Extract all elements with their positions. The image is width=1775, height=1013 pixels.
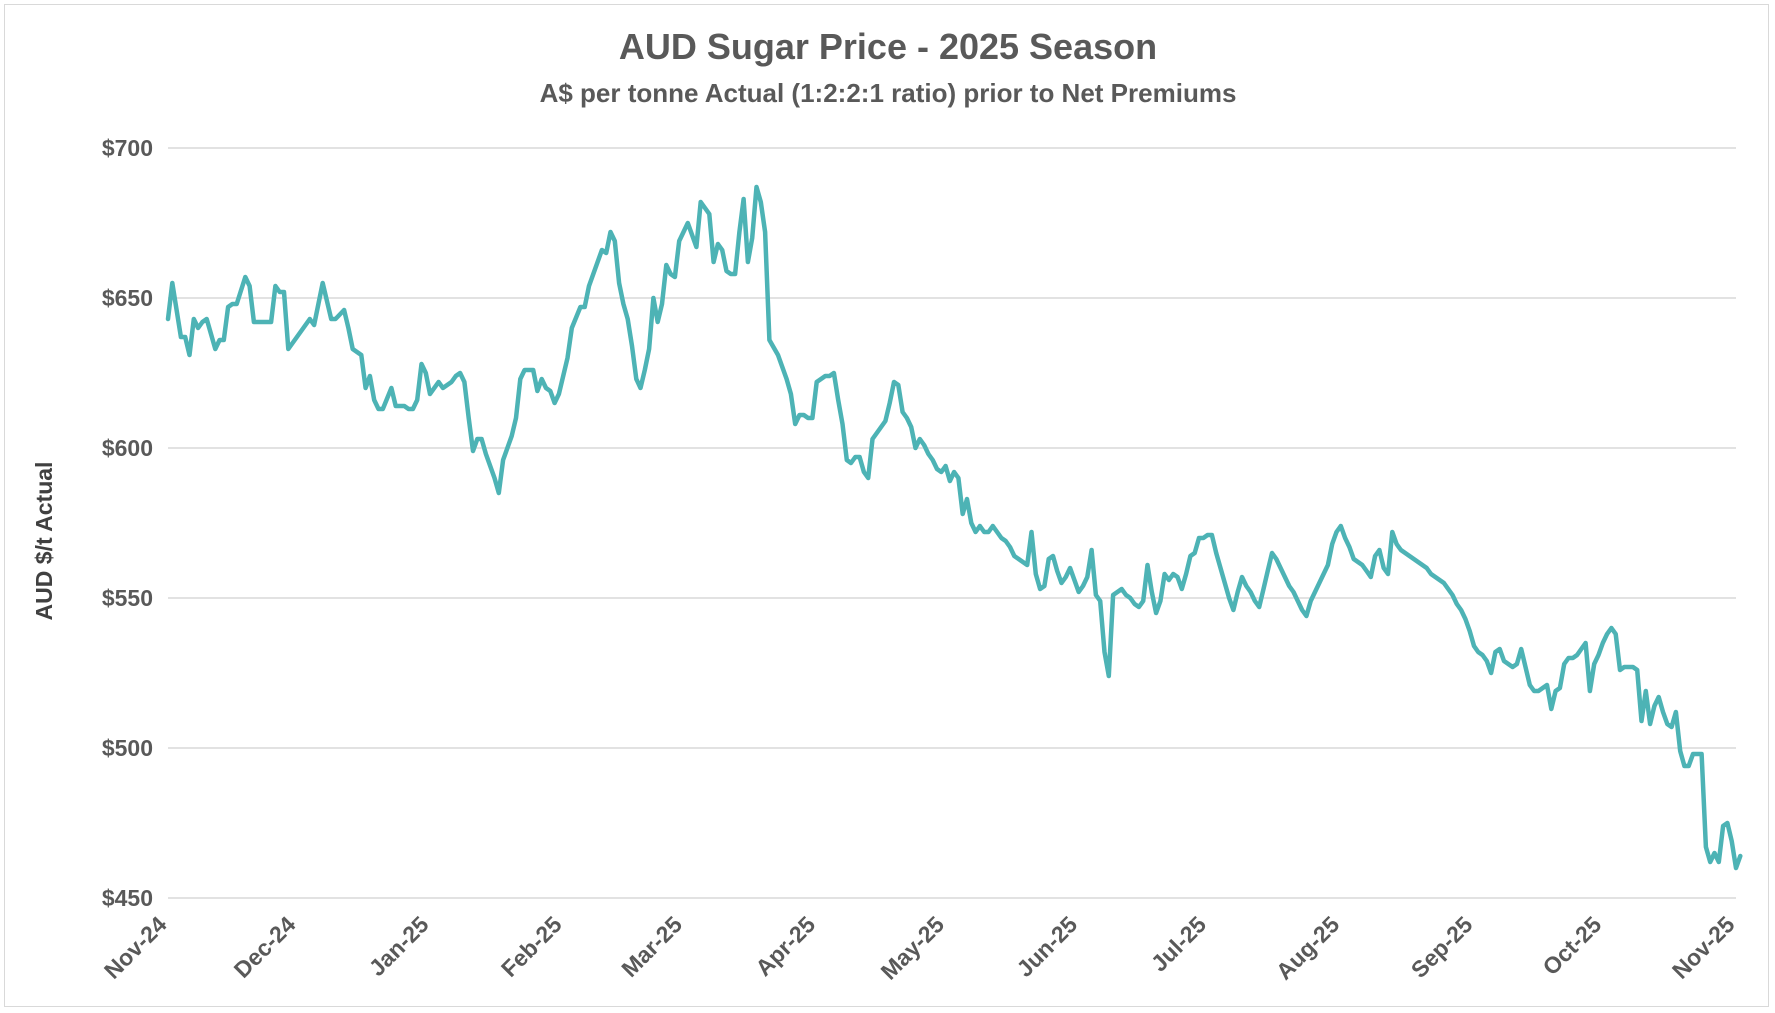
series-layer: [165, 184, 1743, 871]
chart-subtitle: A$ per tonne Actual (1:2:2:1 ratio) prio…: [540, 78, 1237, 108]
x-tick-label: Oct-25: [1537, 911, 1606, 980]
y-axis-label: AUD $/t Actual: [31, 462, 57, 621]
x-tick-label: Dec-24: [229, 911, 301, 983]
chart-title: AUD Sugar Price - 2025 Season: [619, 26, 1157, 67]
x-tick-label: Sep-25: [1406, 911, 1478, 983]
x-tick-label: Mar-25: [616, 911, 687, 982]
x-tick-label: Nov-25: [1667, 911, 1740, 984]
x-tick-label: Feb-25: [496, 911, 567, 982]
x-tick-label: Jul-25: [1146, 911, 1212, 977]
y-tick-label: $550: [102, 585, 153, 611]
x-axis-ticks: Nov-24 Dec-24 Jan-25 Feb-25 Mar-25 Apr-25 May-…: [99, 911, 1740, 985]
y-axis-ticks: $450 $500 $550 $600 $650 $700: [102, 135, 153, 911]
x-tick-label: Apr-25: [750, 911, 820, 981]
y-tick-label: $500: [102, 735, 153, 761]
x-tick-label: Jan-25: [364, 911, 434, 981]
gridlines: [168, 147, 1736, 899]
y-tick-label: $700: [102, 135, 153, 161]
y-tick-label: $450: [102, 885, 153, 911]
x-tick-label: Nov-24: [99, 911, 172, 984]
x-tick-label: Aug-25: [1271, 911, 1345, 985]
x-tick-label: May-25: [876, 911, 950, 985]
price-series-line: [165, 184, 1743, 871]
chart-frame: AUD Sugar Price - 2025 Season A$ per ton…: [4, 4, 1769, 1007]
x-tick-label: Jun-25: [1011, 911, 1082, 982]
y-tick-label: $650: [102, 285, 153, 311]
y-tick-label: $600: [102, 435, 153, 461]
line-chart: AUD Sugar Price - 2025 Season A$ per ton…: [31, 26, 1743, 985]
